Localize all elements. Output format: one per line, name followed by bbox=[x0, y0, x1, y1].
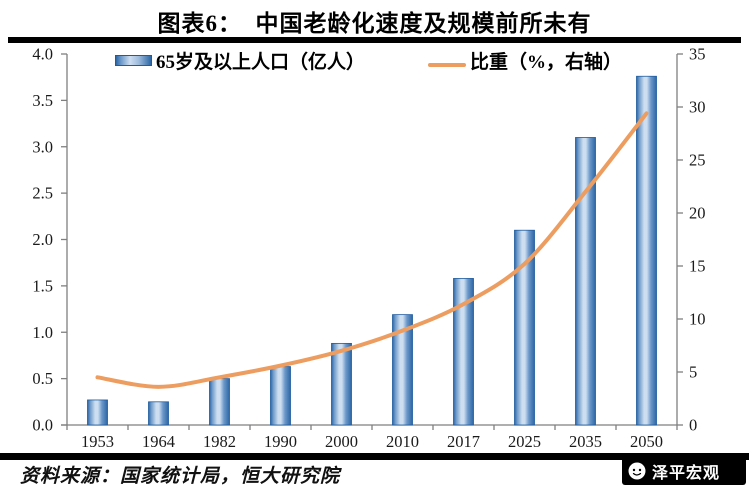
chart-title: 图表6： 中国老龄化速度及规模前所未有 bbox=[157, 11, 592, 36]
logo-face-icon bbox=[627, 461, 647, 481]
bar-2035 bbox=[575, 137, 596, 426]
left-axis-tick-label: 1.0 bbox=[32, 323, 53, 342]
top-divider bbox=[8, 37, 741, 43]
right-axis-tick-label: 25 bbox=[689, 151, 706, 170]
bar-2017 bbox=[453, 278, 474, 426]
x-axis-year-label: 1964 bbox=[142, 432, 175, 451]
left-axis-tick-label: 3.5 bbox=[32, 91, 53, 110]
x-axis-year-label: 2017 bbox=[447, 432, 480, 451]
bar-1953 bbox=[87, 399, 108, 426]
left-axis-tick-label: 4.0 bbox=[32, 45, 53, 64]
proportion-line bbox=[95, 111, 649, 389]
right-axis-tick-label: 20 bbox=[689, 204, 706, 223]
x-axis-year-label: 2025 bbox=[508, 432, 541, 451]
left-axis-tick-label: 0.0 bbox=[32, 416, 53, 435]
axis-labels: 0.00.51.01.52.02.53.03.54.00510152025303… bbox=[32, 45, 705, 452]
line-legend-label: 比重（%，右轴） bbox=[470, 52, 623, 73]
right-axis-tick-label: 5 bbox=[689, 363, 697, 382]
bar-1982 bbox=[209, 378, 230, 426]
bar-2000 bbox=[331, 342, 352, 426]
zeping-macro-logo: 泽平宏观 bbox=[622, 457, 746, 485]
left-axis-tick-label: 2.5 bbox=[32, 184, 53, 203]
x-axis-year-label: 1990 bbox=[264, 432, 297, 451]
x-axis-year-label: 2035 bbox=[569, 432, 602, 451]
x-axis-year-label: 2000 bbox=[325, 432, 358, 451]
logo-text: 泽平宏观 bbox=[652, 465, 721, 482]
bar-2025 bbox=[514, 229, 535, 426]
right-axis-tick-label: 10 bbox=[689, 310, 706, 329]
bar-legend-swatch bbox=[115, 55, 152, 66]
bar-legend-label: 65岁及以上人口（亿人） bbox=[156, 52, 366, 73]
left-axis-tick-label: 1.5 bbox=[32, 276, 53, 295]
right-axis-tick-label: 35 bbox=[689, 45, 706, 64]
bar-2010 bbox=[392, 314, 413, 426]
right-axis-tick-label: 15 bbox=[689, 257, 706, 276]
bottom-divider bbox=[0, 453, 749, 460]
line-legend-marker bbox=[428, 63, 466, 67]
x-axis-year-label: 1982 bbox=[203, 432, 236, 451]
left-axis-tick-label: 0.5 bbox=[32, 369, 53, 388]
right-axis-tick-label: 30 bbox=[689, 98, 706, 117]
source-note: 资料来源：国家统计局，恒大研究院 bbox=[20, 466, 341, 487]
bar-2050 bbox=[636, 75, 657, 426]
bar-1964 bbox=[148, 401, 169, 426]
x-axis-year-label: 2010 bbox=[386, 432, 419, 451]
right-axis-tick-label: 0 bbox=[689, 416, 697, 435]
x-axis-year-label: 2050 bbox=[630, 432, 663, 451]
bar-1990 bbox=[270, 366, 291, 426]
left-axis-tick-label: 2.0 bbox=[32, 230, 53, 249]
x-axis-year-label: 1953 bbox=[81, 432, 114, 451]
population-bars bbox=[87, 75, 657, 426]
left-axis-tick-label: 3.0 bbox=[32, 137, 53, 156]
